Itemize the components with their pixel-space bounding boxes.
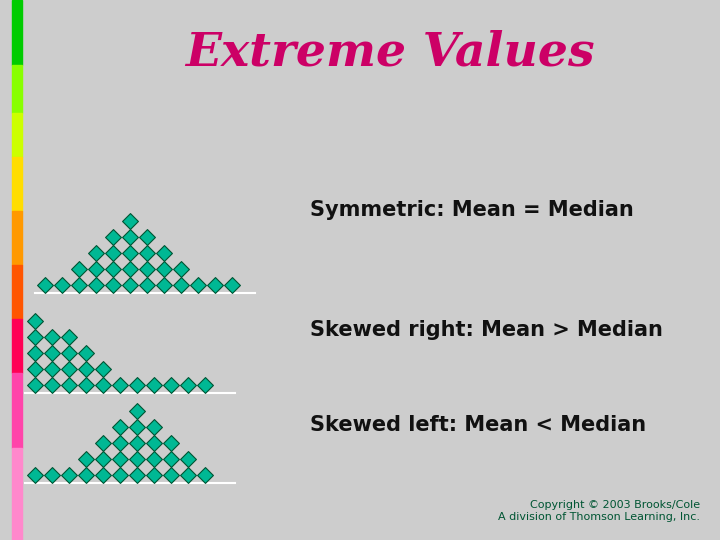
Point: [148, 381, 160, 389]
Point: [141, 249, 153, 258]
Point: [141, 281, 153, 289]
Point: [80, 471, 91, 480]
Bar: [12, 319, 22, 373]
Point: [80, 364, 91, 373]
Point: [175, 281, 186, 289]
Point: [131, 471, 143, 480]
Point: [199, 471, 211, 480]
Point: [63, 333, 75, 341]
Point: [107, 249, 119, 258]
Point: [182, 381, 194, 389]
Point: [97, 455, 109, 463]
Bar: [12, 0, 22, 65]
Point: [80, 349, 91, 357]
Point: [192, 281, 204, 289]
Bar: [12, 113, 22, 157]
Point: [73, 265, 85, 273]
Point: [63, 349, 75, 357]
Bar: [12, 65, 22, 113]
Point: [46, 364, 58, 373]
Point: [97, 381, 109, 389]
Point: [148, 471, 160, 480]
Point: [158, 265, 170, 273]
Point: [30, 364, 41, 373]
Point: [90, 249, 102, 258]
Text: Skewed left: Mean < Median: Skewed left: Mean < Median: [310, 415, 646, 435]
Point: [131, 438, 143, 447]
Point: [210, 281, 221, 289]
Point: [30, 333, 41, 341]
Point: [125, 281, 136, 289]
Point: [90, 281, 102, 289]
Text: Copyright © 2003 Brooks/Cole
A division of Thomson Learning, Inc.: Copyright © 2003 Brooks/Cole A division …: [498, 501, 700, 522]
Point: [46, 349, 58, 357]
Point: [175, 265, 186, 273]
Point: [97, 471, 109, 480]
Point: [199, 381, 211, 389]
Point: [125, 217, 136, 225]
Point: [125, 233, 136, 241]
Point: [30, 471, 41, 480]
Point: [125, 249, 136, 258]
Point: [97, 438, 109, 447]
Point: [158, 249, 170, 258]
Point: [73, 281, 85, 289]
Point: [141, 233, 153, 241]
Point: [166, 438, 177, 447]
Point: [80, 381, 91, 389]
Point: [148, 438, 160, 447]
Text: Extreme Values: Extreme Values: [185, 30, 595, 76]
Point: [46, 471, 58, 480]
Bar: [12, 265, 22, 319]
Point: [131, 423, 143, 431]
Point: [148, 423, 160, 431]
Point: [107, 233, 119, 241]
Point: [114, 455, 126, 463]
Point: [80, 455, 91, 463]
Point: [131, 407, 143, 415]
Text: Skewed right: Mean > Median: Skewed right: Mean > Median: [310, 320, 663, 340]
Point: [63, 381, 75, 389]
Point: [30, 349, 41, 357]
Point: [90, 265, 102, 273]
Point: [107, 281, 119, 289]
Point: [131, 455, 143, 463]
Point: [30, 381, 41, 389]
Point: [148, 455, 160, 463]
Point: [39, 281, 50, 289]
Bar: [12, 157, 22, 211]
Point: [226, 281, 238, 289]
Point: [97, 364, 109, 373]
Bar: [12, 448, 22, 540]
Point: [166, 455, 177, 463]
Point: [107, 265, 119, 273]
Bar: [12, 373, 22, 448]
Point: [166, 471, 177, 480]
Point: [166, 381, 177, 389]
Point: [63, 364, 75, 373]
Point: [158, 281, 170, 289]
Point: [114, 381, 126, 389]
Text: Symmetric: Mean = Median: Symmetric: Mean = Median: [310, 200, 634, 220]
Bar: [12, 211, 22, 265]
Point: [114, 471, 126, 480]
Point: [46, 333, 58, 341]
Point: [182, 455, 194, 463]
Point: [125, 265, 136, 273]
Point: [131, 381, 143, 389]
Point: [56, 281, 68, 289]
Point: [141, 265, 153, 273]
Point: [63, 471, 75, 480]
Point: [114, 438, 126, 447]
Point: [114, 423, 126, 431]
Point: [182, 471, 194, 480]
Point: [46, 381, 58, 389]
Point: [30, 316, 41, 325]
